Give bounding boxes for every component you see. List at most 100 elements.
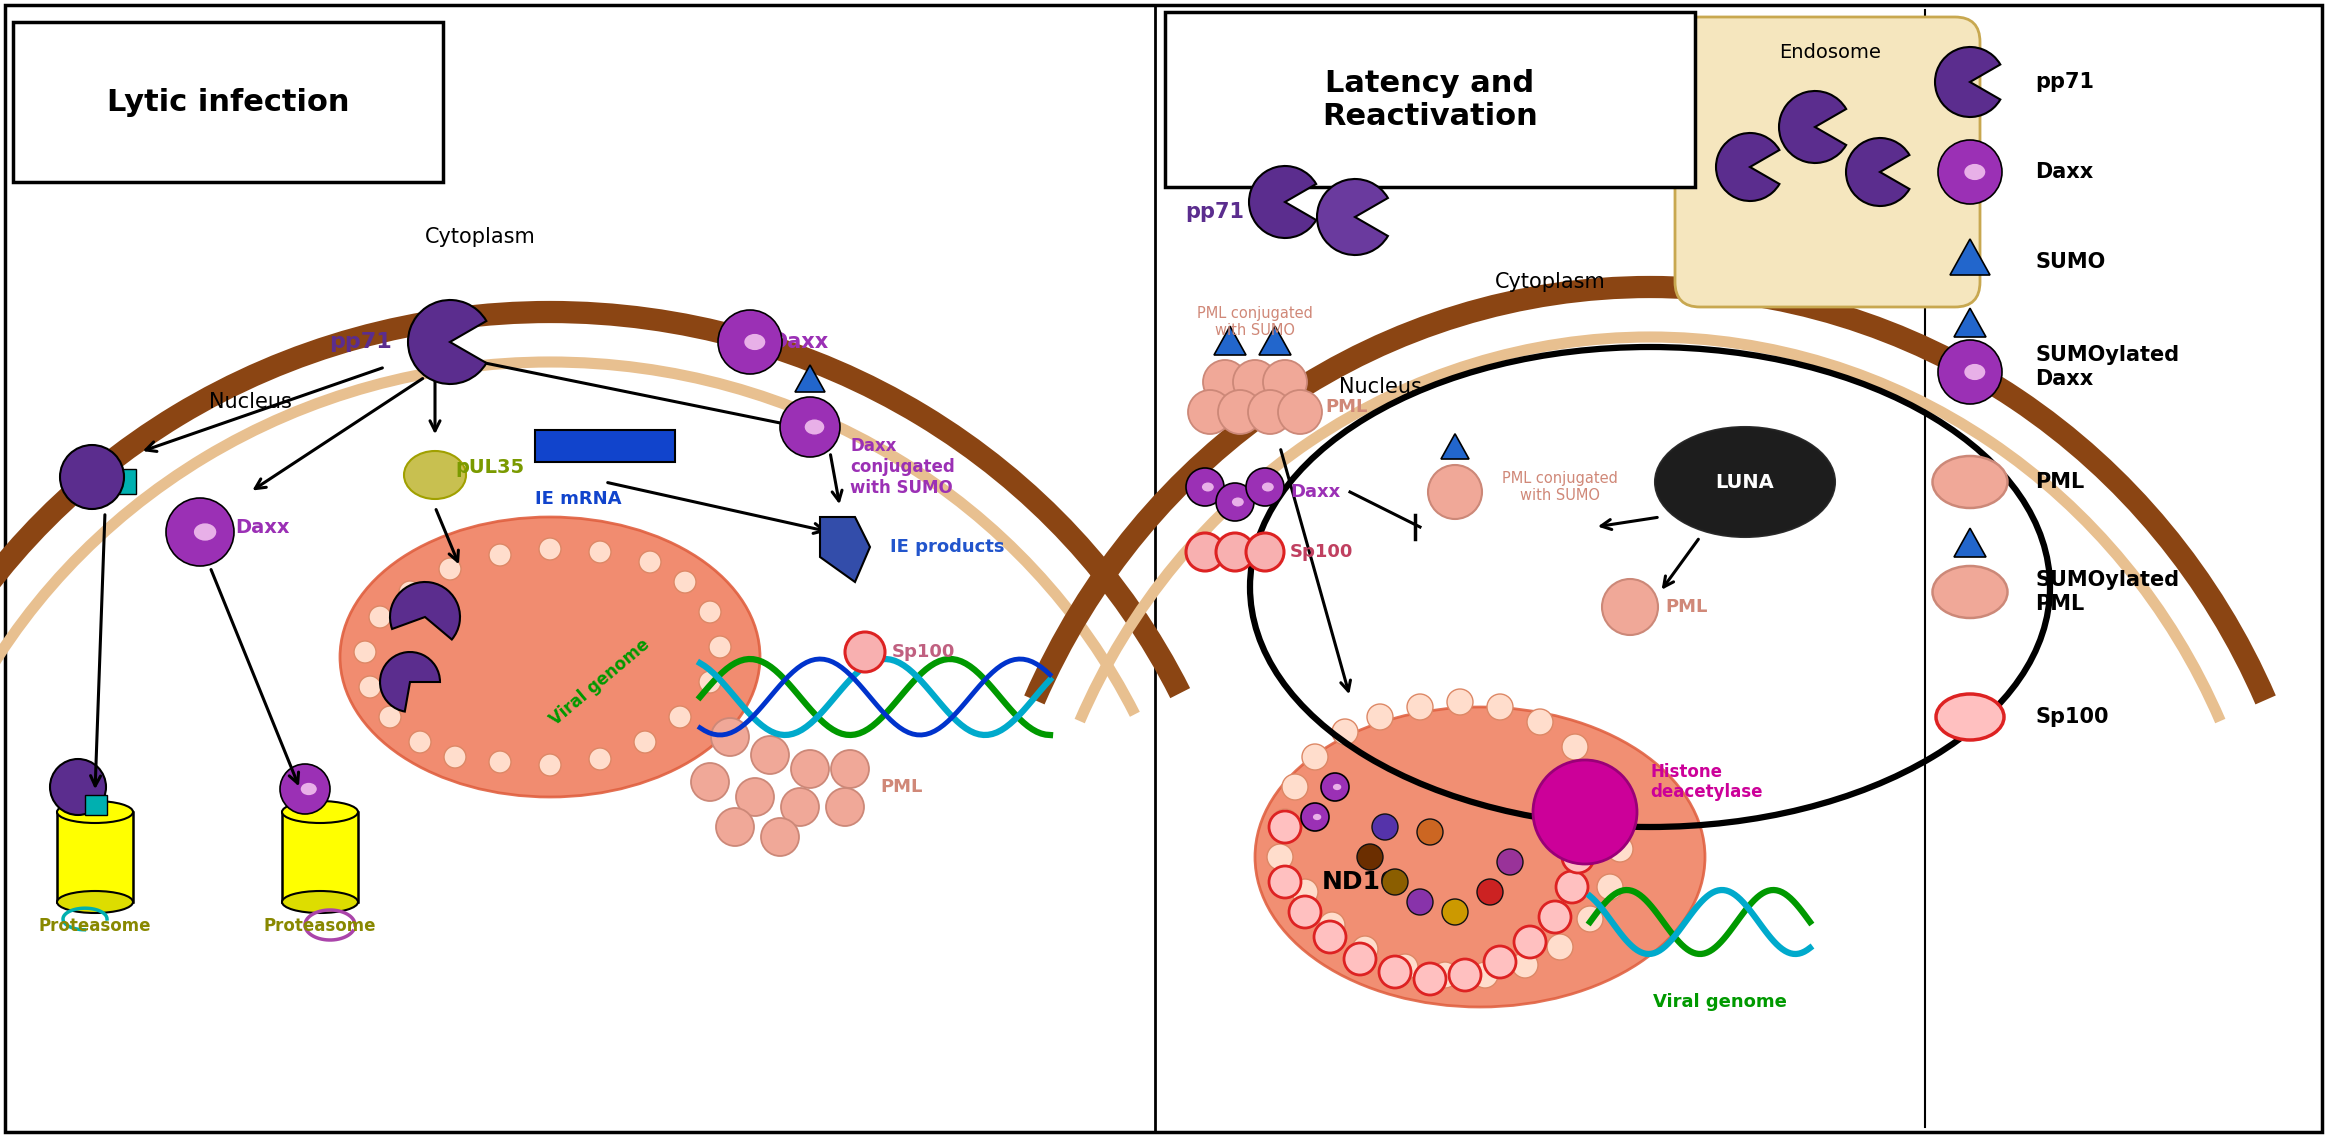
Text: Proteasome: Proteasome xyxy=(40,918,151,935)
Circle shape xyxy=(752,736,789,774)
Circle shape xyxy=(1189,390,1231,434)
Circle shape xyxy=(1513,952,1538,978)
Circle shape xyxy=(1533,760,1636,864)
Ellipse shape xyxy=(56,800,133,823)
Wedge shape xyxy=(1845,138,1910,206)
Ellipse shape xyxy=(1261,482,1275,492)
Bar xyxy=(107,468,135,493)
Circle shape xyxy=(1938,340,2001,404)
FancyBboxPatch shape xyxy=(14,22,442,182)
Circle shape xyxy=(1431,962,1459,988)
Ellipse shape xyxy=(1231,497,1245,507)
Circle shape xyxy=(1443,899,1468,926)
Circle shape xyxy=(358,677,382,698)
Text: SUMO: SUMO xyxy=(2036,252,2106,272)
Circle shape xyxy=(279,764,330,814)
Circle shape xyxy=(1233,360,1278,404)
Circle shape xyxy=(712,717,749,756)
Polygon shape xyxy=(819,517,870,582)
Text: PML conjugated
with SUMO: PML conjugated with SUMO xyxy=(1196,306,1312,338)
Circle shape xyxy=(1547,933,1573,960)
Circle shape xyxy=(1596,874,1622,901)
Bar xyxy=(282,812,358,902)
Circle shape xyxy=(1319,912,1345,938)
Circle shape xyxy=(1408,889,1433,915)
Circle shape xyxy=(1373,814,1399,840)
Ellipse shape xyxy=(193,523,216,541)
Circle shape xyxy=(1515,926,1545,958)
Text: Histone
deacetylase: Histone deacetylase xyxy=(1650,763,1762,802)
Circle shape xyxy=(410,731,430,753)
Wedge shape xyxy=(1250,166,1317,238)
Circle shape xyxy=(761,818,798,856)
Circle shape xyxy=(1392,954,1417,980)
Wedge shape xyxy=(1780,91,1845,163)
Circle shape xyxy=(1217,533,1254,571)
Bar xyxy=(535,430,675,462)
Circle shape xyxy=(1331,719,1359,745)
Polygon shape xyxy=(1955,308,1985,337)
Ellipse shape xyxy=(1201,482,1215,492)
Text: Daxx: Daxx xyxy=(235,517,289,537)
Ellipse shape xyxy=(56,891,133,913)
Circle shape xyxy=(1608,836,1634,862)
Circle shape xyxy=(1245,468,1285,506)
Ellipse shape xyxy=(1331,783,1343,791)
Circle shape xyxy=(1366,704,1394,730)
Circle shape xyxy=(1289,896,1322,928)
Text: LUNA: LUNA xyxy=(1715,473,1776,491)
Text: IE products: IE products xyxy=(889,538,1005,556)
Bar xyxy=(56,812,133,902)
Circle shape xyxy=(710,636,731,658)
Circle shape xyxy=(1245,533,1285,571)
Text: pp71: pp71 xyxy=(1184,202,1245,222)
Circle shape xyxy=(826,788,863,825)
Ellipse shape xyxy=(1312,813,1322,821)
Ellipse shape xyxy=(1654,428,1836,537)
FancyBboxPatch shape xyxy=(1675,17,1980,307)
Text: Sp100: Sp100 xyxy=(1289,543,1354,561)
Circle shape xyxy=(1357,844,1382,870)
Polygon shape xyxy=(1955,529,1985,557)
Ellipse shape xyxy=(1254,707,1706,1007)
Circle shape xyxy=(1291,879,1317,905)
Circle shape xyxy=(698,601,721,623)
Ellipse shape xyxy=(1931,456,2008,508)
Text: ND10: ND10 xyxy=(1322,870,1399,894)
Circle shape xyxy=(845,632,884,672)
Circle shape xyxy=(540,754,561,775)
Circle shape xyxy=(444,746,465,767)
Ellipse shape xyxy=(282,891,358,913)
Circle shape xyxy=(489,543,512,566)
Circle shape xyxy=(691,763,728,800)
Circle shape xyxy=(1417,819,1443,845)
Circle shape xyxy=(1487,694,1513,720)
Circle shape xyxy=(1382,869,1408,895)
Text: Daxx: Daxx xyxy=(770,332,828,352)
Circle shape xyxy=(1938,140,2001,204)
Circle shape xyxy=(1578,906,1603,932)
Circle shape xyxy=(831,750,868,788)
Text: Daxx
conjugated
with SUMO: Daxx conjugated with SUMO xyxy=(849,438,954,497)
Text: Sp100: Sp100 xyxy=(891,644,956,661)
Wedge shape xyxy=(379,652,440,712)
Text: Cytoplasm: Cytoplasm xyxy=(424,227,535,247)
Text: PML: PML xyxy=(2036,472,2085,492)
Circle shape xyxy=(1315,921,1345,953)
Text: IE mRNA: IE mRNA xyxy=(535,490,621,508)
Text: Nucleus: Nucleus xyxy=(209,392,291,412)
Bar xyxy=(86,795,107,815)
Circle shape xyxy=(717,808,754,846)
Text: Daxx: Daxx xyxy=(2036,161,2094,182)
Ellipse shape xyxy=(405,451,465,499)
Circle shape xyxy=(1429,465,1482,518)
Circle shape xyxy=(1247,390,1291,434)
Ellipse shape xyxy=(282,800,358,823)
Circle shape xyxy=(1278,390,1322,434)
Wedge shape xyxy=(391,582,461,639)
Polygon shape xyxy=(1215,326,1245,355)
Circle shape xyxy=(49,760,107,815)
Polygon shape xyxy=(1259,326,1291,355)
Text: Latency and
Reactivation: Latency and Reactivation xyxy=(1322,68,1538,131)
Circle shape xyxy=(1282,774,1308,800)
